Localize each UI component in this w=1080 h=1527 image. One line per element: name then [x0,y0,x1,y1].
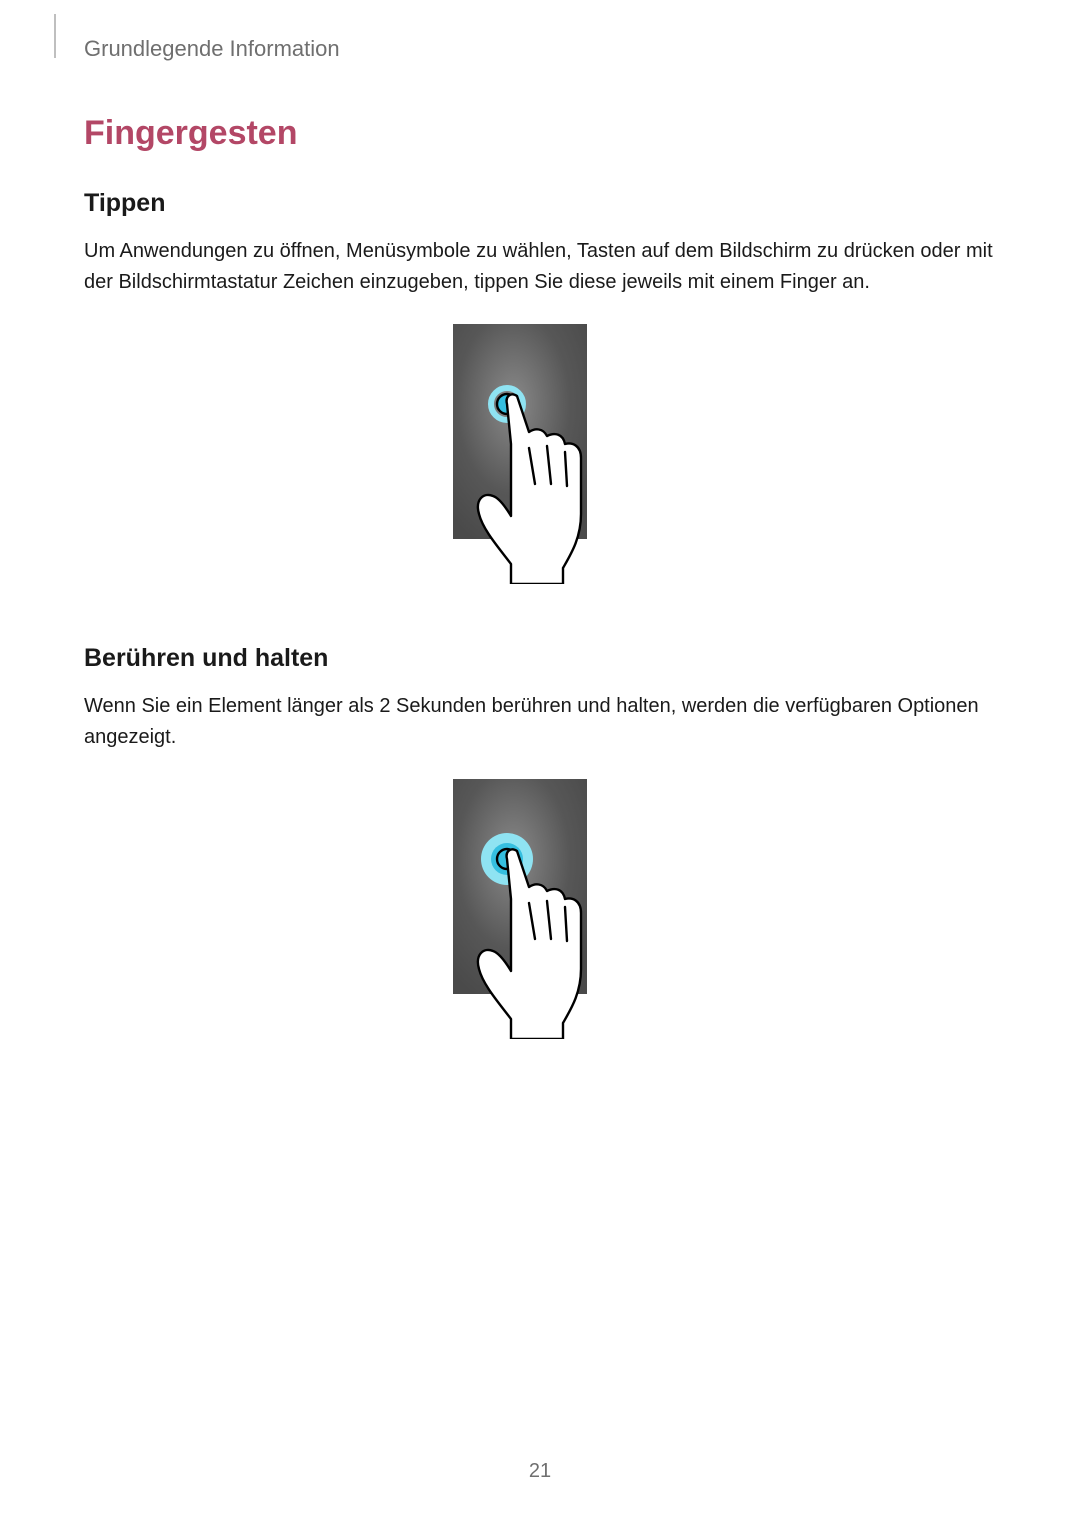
subsection-hold-body: Wenn Sie ein Element länger als 2 Sekund… [84,691,996,753]
figure-tap [84,324,996,584]
page-number: 21 [0,1460,1080,1483]
subsection-tippen-body: Um Anwendungen zu öffnen, Menüsymbole zu… [84,236,996,298]
hold-gesture-icon [435,779,645,1039]
manual-page: Grundlegende Information Fingergesten Ti… [0,0,1080,1527]
subsection-hold-title: Berühren und halten [84,644,996,673]
section-title: Fingergesten [84,114,996,153]
running-head: Grundlegende Information [84,36,996,62]
tap-gesture-icon [435,324,645,584]
figure-hold [84,779,996,1039]
header-rule [54,14,56,58]
subsection-tippen-title: Tippen [84,189,996,218]
